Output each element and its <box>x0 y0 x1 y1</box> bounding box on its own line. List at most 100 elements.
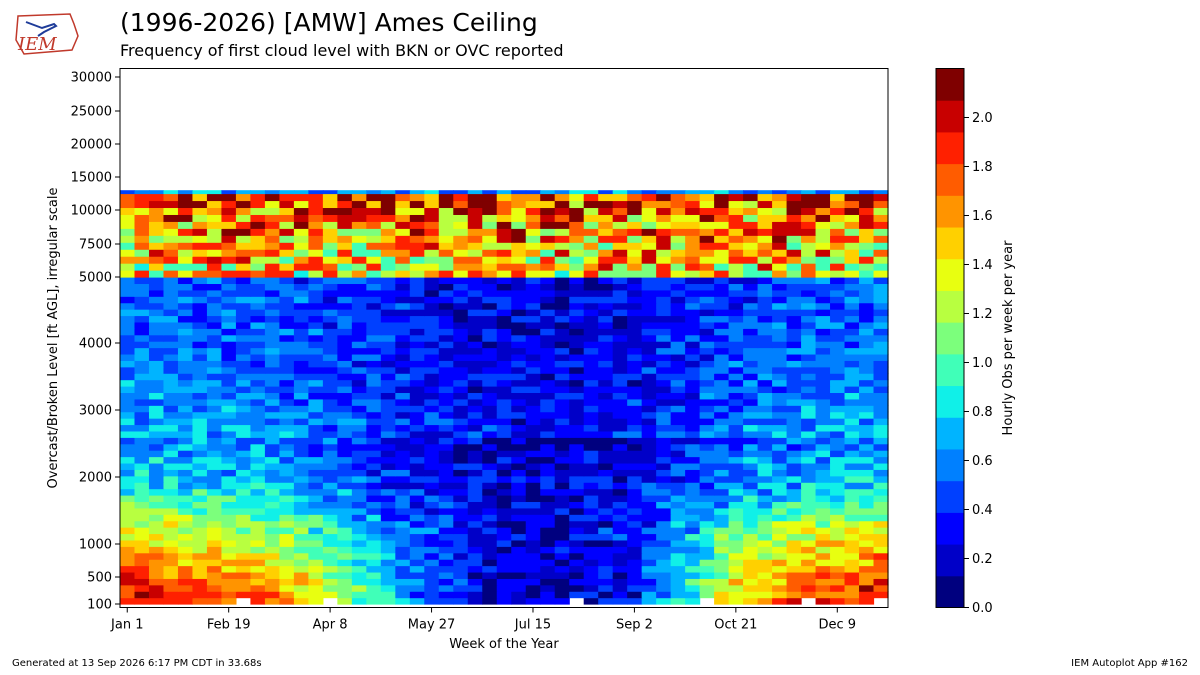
heatmap-cell <box>714 469 730 477</box>
heatmap-cell <box>772 591 788 599</box>
heatmap-cell <box>540 559 556 567</box>
heatmap-cell <box>250 392 266 400</box>
heatmap-cell <box>279 462 295 470</box>
heatmap-cell <box>453 392 469 400</box>
heatmap-cell <box>453 263 469 271</box>
heatmap-cell <box>525 277 541 285</box>
heatmap-cell <box>757 221 773 229</box>
heatmap-cell <box>859 235 875 243</box>
heatmap-cell <box>830 520 846 528</box>
heatmap-cell <box>627 462 643 470</box>
heatmap-cell <box>134 256 150 264</box>
heatmap-cell <box>757 341 773 349</box>
heatmap-cell <box>453 366 469 374</box>
heatmap-cell <box>206 571 223 579</box>
heatmap-cell <box>815 296 831 304</box>
heatmap-cell <box>728 263 744 271</box>
heatmap-cell <box>424 341 440 349</box>
heatmap-cell <box>163 256 179 264</box>
heatmap-cell <box>525 424 541 432</box>
heatmap-cell <box>366 520 382 528</box>
colorbar-segment <box>936 448 964 482</box>
heatmap-cell <box>714 520 730 528</box>
heatmap-cell <box>120 242 136 250</box>
heatmap-cell <box>656 302 672 310</box>
heatmap-cell <box>366 411 382 419</box>
heatmap-cell <box>699 315 715 323</box>
heatmap-cell <box>264 392 280 400</box>
heatmap-cell <box>525 200 541 209</box>
heatmap-cell <box>540 495 556 503</box>
heatmap-cell <box>569 207 585 215</box>
heatmap-cell <box>366 256 382 264</box>
y-tick-label: 7500 <box>79 238 112 253</box>
heatmap-cell <box>235 437 252 445</box>
heatmap-cell <box>279 591 295 599</box>
heatmap-cell <box>496 379 512 387</box>
heatmap-cell <box>250 456 266 464</box>
heatmap-cell <box>612 533 628 541</box>
heatmap-cell <box>395 405 411 413</box>
heatmap-cell <box>424 488 440 496</box>
heatmap-cell <box>235 488 252 496</box>
heatmap-cell <box>757 533 773 541</box>
heatmap-cell <box>192 315 208 323</box>
heatmap-cell <box>873 328 889 336</box>
heatmap-cell <box>192 482 208 490</box>
heatmap-cell <box>525 366 541 374</box>
heatmap-cell <box>235 591 252 599</box>
heatmap-cell <box>554 571 570 579</box>
heatmap-cell <box>409 501 425 509</box>
heatmap-cell <box>670 520 686 528</box>
heatmap-cell <box>641 437 657 445</box>
heatmap-cell <box>264 507 280 515</box>
heatmap-cell <box>134 190 150 195</box>
heatmap-cell <box>395 235 411 243</box>
heatmap-cell <box>351 501 367 509</box>
heatmap-cell <box>830 514 846 522</box>
heatmap-cell <box>337 571 353 579</box>
heatmap-cell <box>250 571 266 579</box>
heatmap-cell <box>293 379 309 387</box>
heatmap-cell <box>656 315 672 323</box>
heatmap-cell <box>772 277 788 285</box>
heatmap-cell <box>815 398 831 406</box>
heatmap-cell <box>525 242 541 250</box>
heatmap-cell <box>264 360 280 368</box>
heatmap-cell <box>815 520 831 528</box>
heatmap-cell <box>134 373 150 381</box>
heatmap-cell <box>134 501 150 509</box>
heatmap-cell <box>163 514 179 522</box>
heatmap-cell <box>598 398 614 406</box>
heatmap-cell <box>844 565 860 573</box>
heatmap-cell <box>409 584 425 592</box>
heatmap-cell <box>670 559 686 567</box>
heatmap-cell <box>424 315 440 323</box>
heatmap-cell <box>656 462 672 470</box>
heatmap-cell <box>757 565 773 573</box>
heatmap-cell <box>206 501 223 509</box>
heatmap-cell <box>148 488 165 496</box>
heatmap-cell <box>235 552 252 560</box>
heatmap-cell <box>743 398 759 406</box>
heatmap-cell <box>540 249 556 257</box>
y-tick-label: 25000 <box>71 105 112 120</box>
heatmap-cell <box>583 379 599 387</box>
heatmap-cell <box>163 507 179 515</box>
heatmap-cell <box>163 565 179 573</box>
heatmap-cell <box>554 190 570 195</box>
heatmap-cell <box>177 520 194 528</box>
heatmap-cell <box>685 475 701 483</box>
heatmap-cell <box>409 309 425 317</box>
heatmap-cell <box>337 424 353 432</box>
heatmap-cell <box>743 277 759 285</box>
heatmap-cell <box>322 289 338 297</box>
heatmap-cell <box>554 296 570 304</box>
heatmap-cell <box>264 469 280 477</box>
heatmap-cell <box>322 533 338 541</box>
colorbar-segment <box>936 227 964 260</box>
heatmap-cell <box>264 597 280 605</box>
heatmap-cell <box>366 207 382 215</box>
heatmap-cell <box>148 270 165 278</box>
heatmap-cell <box>177 501 194 509</box>
